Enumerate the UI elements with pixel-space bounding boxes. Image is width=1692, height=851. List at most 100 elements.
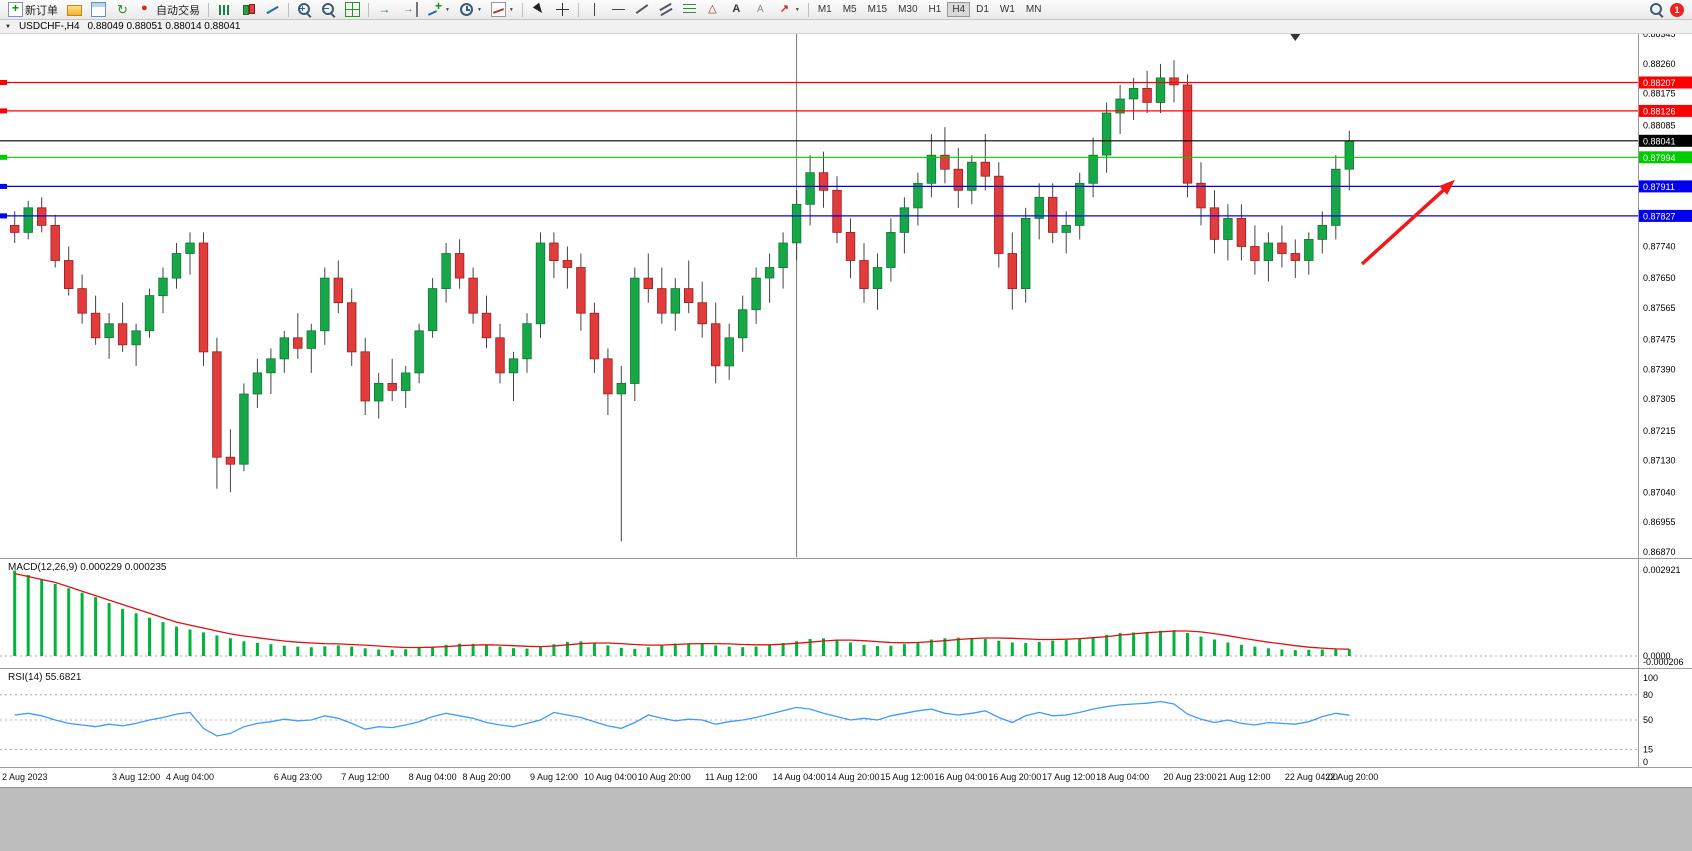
svg-text:0.86870: 0.86870 — [1643, 547, 1676, 557]
time-axis-label: 20 Aug 23:00 — [1163, 772, 1217, 782]
chart-collapse-icon[interactable]: ▼ — [5, 23, 11, 30]
chart-title-bar: ▼ USDCHF-,H4 0.88049 0.88051 0.88014 0.8… — [0, 20, 1692, 34]
time-axis-label: 2 Aug 2023 — [2, 772, 48, 782]
svg-text:0.86955: 0.86955 — [1643, 517, 1676, 527]
search-icon[interactable] — [1649, 2, 1664, 17]
timeframe-m1[interactable]: M1 — [813, 2, 837, 17]
svg-text:0.87040: 0.87040 — [1643, 487, 1676, 497]
line-chart-button[interactable] — [261, 1, 284, 19]
timeframe-m15[interactable]: M15 — [863, 2, 892, 17]
arrows-button[interactable]: ▼ — [773, 1, 804, 19]
horizontal-line-object[interactable]: 0.87911 — [0, 180, 1692, 193]
price-tag — [1639, 134, 1692, 147]
shapes-button[interactable] — [701, 1, 724, 19]
timeframe-h1[interactable]: H1 — [924, 2, 947, 17]
zoom-out-button[interactable] — [317, 1, 340, 19]
tile-windows-icon — [345, 2, 360, 17]
label-button[interactable] — [749, 1, 772, 19]
svg-text:0.88085: 0.88085 — [1643, 120, 1676, 130]
time-axis-label: 14 Aug 04:00 — [772, 772, 826, 782]
timeframe-m5[interactable]: M5 — [838, 2, 862, 17]
notifications-badge[interactable]: 1 — [1670, 2, 1684, 17]
horizontal-line-object[interactable]: 0.88041 — [0, 134, 1692, 147]
toolbar-separator — [577, 2, 579, 17]
timeframe-h4[interactable]: H4 — [947, 2, 971, 17]
window-bottom-area — [0, 787, 1692, 851]
toolbar-separator — [807, 2, 809, 17]
new-order-button[interactable]: 新订单 — [4, 1, 62, 19]
periods-button[interactable]: ▼ — [455, 1, 486, 19]
svg-text:0.87475: 0.87475 — [1643, 335, 1676, 345]
horizontal-line-object[interactable]: 0.88126 — [0, 104, 1692, 117]
shapes-icon — [705, 2, 720, 17]
time-axis-label: 22 Aug 04:00 — [1284, 772, 1338, 782]
charts-profile-button[interactable] — [63, 1, 86, 19]
time-axis-label: 6 Aug 23:00 — [273, 772, 322, 782]
time-axis[interactable]: 2 Aug 2023 3 Aug 12:00 4 Aug 04:00 6 Aug 23… — [0, 767, 1692, 787]
symbol-period-label: USDCHF-,H4 — [18, 21, 80, 32]
time-axis-label: 7 Aug 12:00 — [341, 772, 390, 782]
chevron-down-icon: ▼ — [794, 6, 800, 13]
svg-text:0.87650: 0.87650 — [1643, 273, 1676, 283]
svg-text:15: 15 — [1643, 744, 1653, 754]
auto-trading-button-label: 自动交易 — [156, 4, 200, 17]
trendline-icon — [635, 2, 650, 17]
horizontal-line-object[interactable]: 0.87827 — [0, 209, 1692, 222]
vertical-line-icon — [586, 2, 602, 17]
templates-button[interactable]: ▼ — [487, 1, 518, 19]
timeframe-mn[interactable]: MN — [1021, 2, 1047, 17]
trend-arrow-object[interactable] — [1360, 179, 1455, 266]
crosshair-icon — [554, 2, 570, 17]
time-axis-label: 16 Aug 04:00 — [934, 772, 988, 782]
fibonacci-button[interactable] — [679, 1, 700, 19]
tile-windows-button[interactable] — [341, 1, 364, 19]
templates-icon — [490, 2, 506, 17]
horizontal-line-object[interactable]: 0.88207 — [0, 76, 1692, 89]
svg-text:0.0000: 0.0000 — [1643, 651, 1671, 661]
trendline-button[interactable] — [631, 1, 654, 19]
timeframe-m30[interactable]: M30 — [893, 2, 922, 17]
svg-text:0.88041: 0.88041 — [1643, 136, 1676, 146]
bar-chart-button[interactable] — [213, 1, 236, 19]
svg-text:0.87827: 0.87827 — [1643, 211, 1676, 221]
indicators-button[interactable]: ▼ — [423, 0, 454, 19]
line-chart-icon — [265, 2, 280, 17]
svg-text:-0.000206: -0.000206 — [1643, 657, 1684, 667]
auto-trading-button[interactable]: 自动交易 — [135, 1, 204, 19]
zoom-in-button[interactable] — [293, 1, 316, 19]
horizontal-line-button[interactable] — [607, 1, 630, 19]
toolbar-right: 1 — [1649, 2, 1688, 17]
auto-scroll-button[interactable] — [373, 1, 396, 19]
macd-pane[interactable]: 0.002921 0.0000-0.000206 — [0, 565, 1684, 667]
time-axis-label: 4 Aug 04:00 — [165, 772, 215, 782]
zoom-out-icon — [321, 2, 336, 17]
time-axis-label: 14 Aug 20:00 — [826, 772, 880, 782]
svg-text:0.88175: 0.88175 — [1643, 89, 1676, 99]
vertical-line-button[interactable] — [583, 1, 606, 19]
candlestick-chart-button[interactable] — [237, 1, 260, 19]
chart-shift-button[interactable] — [397, 1, 422, 19]
horizontal-line-object[interactable]: 0.87994 — [0, 151, 1692, 164]
charts-window-button[interactable] — [87, 1, 110, 19]
chart-shift-marker[interactable] — [1290, 34, 1301, 41]
refresh-button[interactable] — [111, 1, 134, 19]
channel-button[interactable] — [655, 1, 678, 19]
new-order-icon — [8, 1, 23, 17]
indicators-icon — [427, 0, 442, 17]
rsi-pane[interactable]: 100 80 50 15 0 — [0, 673, 1658, 767]
cursor-button[interactable] — [527, 1, 550, 19]
svg-text:0.87911: 0.87911 — [1643, 182, 1675, 192]
charts-profile-icon — [67, 5, 82, 16]
charts-window-icon — [91, 2, 106, 17]
price-tag — [1639, 209, 1692, 222]
timeframe-d1[interactable]: D1 — [971, 2, 994, 17]
text-icon — [729, 2, 744, 17]
time-axis-label: 8 Aug 04:00 — [408, 772, 457, 782]
crosshair-button[interactable] — [551, 1, 574, 19]
text-button[interactable] — [725, 1, 748, 19]
timeframe-w1[interactable]: W1 — [995, 2, 1020, 17]
time-axis-label: 3 Aug 12:00 — [112, 772, 161, 782]
